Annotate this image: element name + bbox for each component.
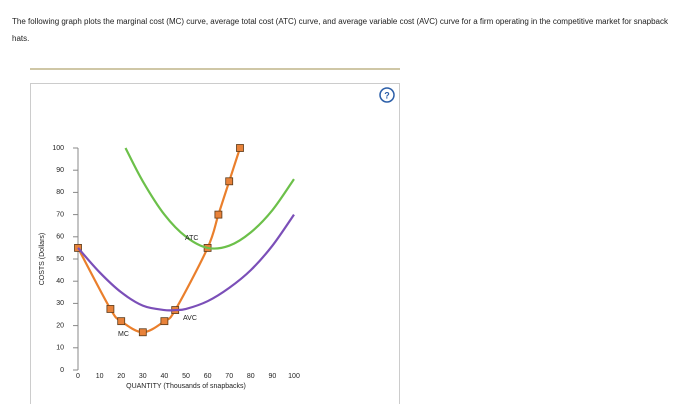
x-tick-label: 40: [161, 373, 169, 380]
graph-frame: [30, 83, 400, 404]
y-axis-label: COSTS (Dollars): [39, 233, 46, 286]
point-marker: [225, 177, 234, 186]
x-tick-label: 0: [76, 373, 80, 380]
x-tick-label: 10: [96, 373, 104, 380]
help-icon[interactable]: [379, 87, 395, 103]
point-marker: [106, 305, 115, 313]
point-marker: [117, 317, 126, 326]
x-tick-label: 90: [269, 373, 277, 380]
x-tick-label: 80: [247, 373, 255, 380]
x-tick-label: 100: [288, 373, 300, 380]
y-tick-label: 50: [56, 256, 64, 263]
y-tick-label: 90: [56, 167, 64, 174]
y-tick-label: 80: [56, 189, 64, 196]
x-axis-label: QUANTITY (Thousands of snapbacks): [126, 383, 246, 390]
y-tick-label: 70: [56, 211, 64, 218]
curve-label: ATC: [185, 235, 198, 242]
x-tick-label: 70: [225, 373, 233, 380]
curve: [77, 147, 242, 334]
point-marker: [214, 210, 223, 219]
curve-label: AVC: [183, 315, 197, 322]
x-tick-label: 30: [139, 373, 147, 380]
question-text: The following graph plots the marginal c…: [12, 17, 668, 43]
x-tick-label: 50: [182, 373, 190, 380]
y-tick-label: 10: [56, 345, 64, 352]
point-marker: [160, 317, 169, 326]
curve: [77, 213, 295, 312]
x-tick-label: 60: [204, 373, 212, 380]
y-tick-label: 0: [60, 367, 64, 374]
curve-label: MC: [118, 331, 129, 338]
y-tick-label: 60: [56, 234, 64, 241]
curve: [124, 147, 295, 250]
x-tick-label: 20: [117, 373, 125, 380]
help-icon-glyph[interactable]: ?: [384, 90, 390, 100]
y-tick-label: 30: [56, 300, 64, 307]
y-tick-label: 20: [56, 322, 64, 329]
point-marker: [138, 328, 147, 337]
y-tick-label: 40: [56, 278, 64, 285]
y-tick-label: 100: [52, 145, 64, 152]
point-marker: [236, 144, 244, 152]
